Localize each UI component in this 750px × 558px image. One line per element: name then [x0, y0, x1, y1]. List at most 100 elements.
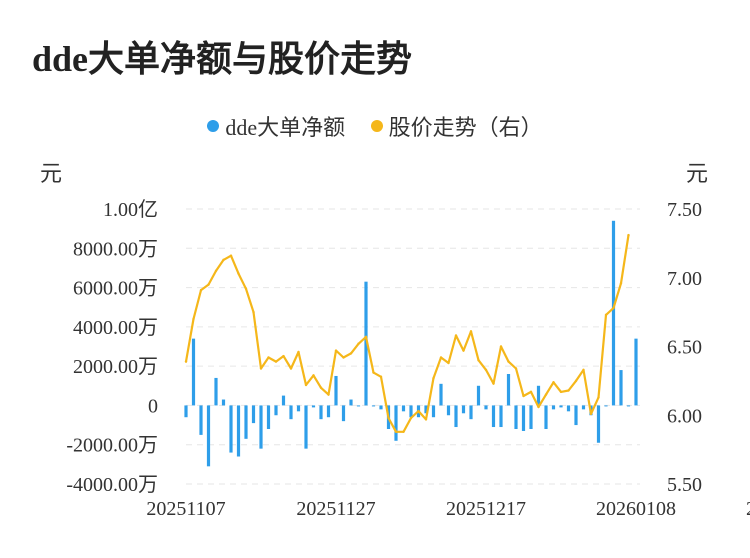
- bar[interactable]: [634, 338, 638, 406]
- price-point[interactable]: [319, 386, 323, 389]
- price-point[interactable]: [214, 269, 218, 273]
- bar[interactable]: [304, 405, 308, 449]
- price-point[interactable]: [357, 342, 360, 345]
- price-point[interactable]: [499, 345, 503, 348]
- bar[interactable]: [454, 405, 458, 428]
- price-point[interactable]: [289, 367, 293, 370]
- price-point[interactable]: [552, 381, 555, 384]
- bar[interactable]: [214, 377, 218, 406]
- bar[interactable]: [529, 405, 533, 429]
- bar[interactable]: [401, 405, 406, 412]
- bar[interactable]: [439, 383, 443, 406]
- bar[interactable]: [184, 405, 188, 418]
- bar[interactable]: [349, 399, 353, 406]
- price-point[interactable]: [469, 330, 473, 333]
- price-point[interactable]: [604, 313, 608, 317]
- price-point[interactable]: [184, 360, 188, 363]
- price-point[interactable]: [402, 430, 405, 433]
- price-point[interactable]: [282, 354, 285, 358]
- price-point[interactable]: [447, 361, 450, 365]
- bar[interactable]: [514, 405, 518, 429]
- legend-item-dde[interactable]: dde大单净额: [207, 110, 345, 142]
- price-point[interactable]: [304, 383, 308, 387]
- bar[interactable]: [259, 405, 263, 449]
- bar[interactable]: [536, 385, 541, 406]
- bar[interactable]: [409, 405, 413, 418]
- bar[interactable]: [551, 405, 556, 410]
- price-point[interactable]: [484, 368, 488, 372]
- price-point[interactable]: [387, 416, 390, 420]
- bar[interactable]: [506, 374, 511, 406]
- legend-item-price[interactable]: 股价走势（右）: [370, 110, 543, 142]
- price-point[interactable]: [394, 430, 398, 433]
- bar[interactable]: [394, 405, 398, 441]
- bar[interactable]: [281, 395, 286, 406]
- bar[interactable]: [206, 405, 211, 467]
- price-point[interactable]: [379, 375, 383, 378]
- bar[interactable]: [544, 405, 548, 429]
- price-point[interactable]: [297, 350, 300, 354]
- bar[interactable]: [431, 405, 436, 418]
- bar[interactable]: [574, 405, 578, 426]
- price-point[interactable]: [514, 367, 518, 370]
- price-point[interactable]: [312, 374, 315, 377]
- bar[interactable]: [251, 405, 256, 424]
- price-point[interactable]: [207, 283, 210, 286]
- price-point[interactable]: [334, 349, 338, 352]
- price-point[interactable]: [424, 418, 428, 421]
- bar[interactable]: [499, 405, 503, 428]
- bar[interactable]: [446, 405, 451, 416]
- price-point[interactable]: [492, 382, 495, 385]
- price-point[interactable]: [237, 272, 240, 275]
- price-point[interactable]: [342, 356, 345, 359]
- bar[interactable]: [611, 220, 616, 406]
- price-point[interactable]: [612, 306, 615, 310]
- bar[interactable]: [296, 405, 301, 412]
- bar[interactable]: [356, 405, 361, 407]
- price-point[interactable]: [432, 376, 435, 380]
- price-point[interactable]: [244, 287, 248, 290]
- price-point[interactable]: [522, 394, 525, 398]
- bar[interactable]: [341, 405, 346, 422]
- bar[interactable]: [319, 405, 323, 420]
- price-point[interactable]: [327, 393, 330, 396]
- price-line[interactable]: [184, 234, 630, 433]
- price-point[interactable]: [192, 317, 195, 321]
- bar[interactable]: [199, 405, 203, 435]
- bar[interactable]: [236, 405, 241, 457]
- price-point[interactable]: [199, 288, 203, 292]
- price-point[interactable]: [477, 359, 480, 362]
- bar[interactable]: [619, 370, 623, 406]
- price-point[interactable]: [222, 258, 225, 262]
- price-point[interactable]: [597, 396, 600, 399]
- bar[interactable]: [469, 405, 473, 420]
- bar[interactable]: [604, 405, 608, 407]
- price-point[interactable]: [259, 367, 263, 370]
- price-point[interactable]: [462, 349, 465, 352]
- price-point[interactable]: [454, 334, 458, 337]
- bar[interactable]: [559, 405, 563, 408]
- bar[interactable]: [566, 405, 571, 412]
- price-point[interactable]: [364, 335, 368, 339]
- price-point[interactable]: [559, 390, 563, 394]
- price-point[interactable]: [417, 409, 420, 413]
- bar[interactable]: [334, 375, 338, 406]
- bar[interactable]: [626, 405, 631, 407]
- price-point[interactable]: [537, 405, 540, 409]
- bar[interactable]: [476, 385, 481, 406]
- price-point[interactable]: [409, 416, 413, 420]
- price-point[interactable]: [274, 360, 278, 363]
- bar[interactable]: [364, 281, 368, 406]
- price-point[interactable]: [589, 412, 593, 416]
- price-point[interactable]: [619, 282, 623, 285]
- price-point[interactable]: [372, 371, 375, 374]
- price-point[interactable]: [627, 233, 630, 237]
- price-point[interactable]: [574, 379, 578, 383]
- price-point[interactable]: [349, 352, 353, 355]
- price-point[interactable]: [229, 254, 233, 257]
- bar[interactable]: [491, 405, 496, 428]
- price-point[interactable]: [567, 389, 570, 392]
- bar[interactable]: [371, 405, 376, 407]
- bar[interactable]: [221, 399, 226, 406]
- price-point[interactable]: [267, 356, 270, 359]
